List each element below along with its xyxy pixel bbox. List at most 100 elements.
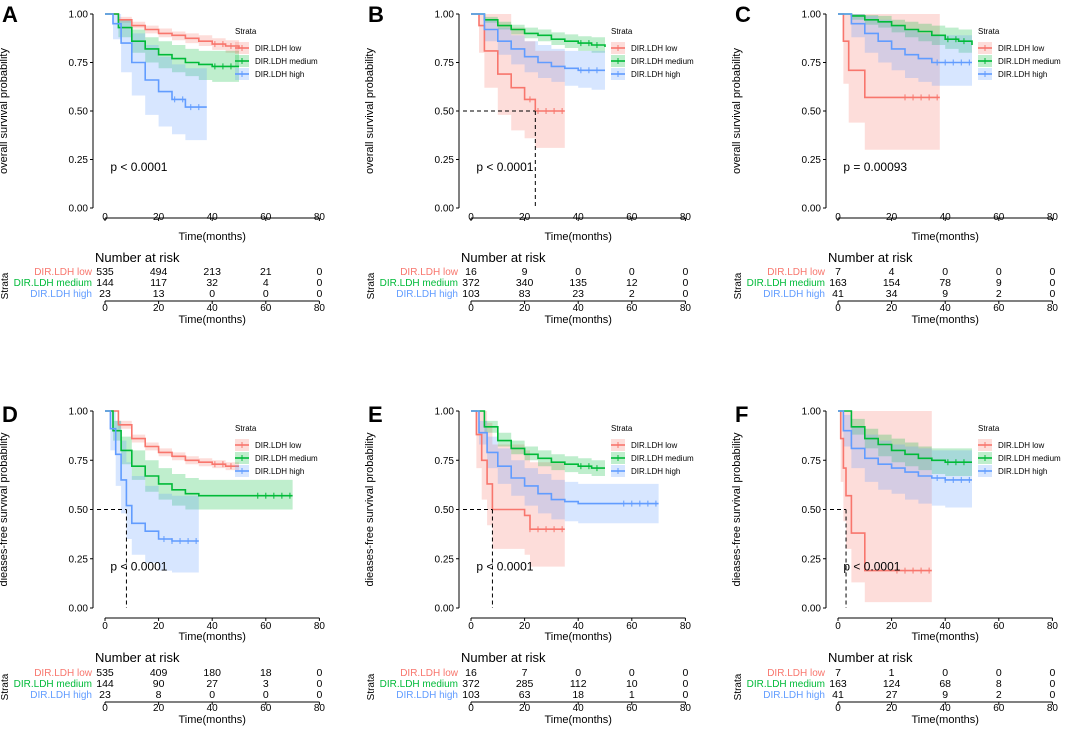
risk-count: 0 xyxy=(629,667,635,679)
legend-label: DIR.LDH low xyxy=(255,441,301,450)
risk-x-tick-label: 20 xyxy=(886,303,898,314)
ci-band-high xyxy=(471,14,605,90)
x-axis-title: Time(months) xyxy=(178,631,245,643)
risk-strata-label: DIR.LDH medium xyxy=(14,679,92,690)
risk-count: 23 xyxy=(572,288,584,300)
risk-count: 0 xyxy=(316,266,322,278)
panel-a: A 0.00 0.25 0.50 0.75 1.00 overall survival pr… xyxy=(0,2,325,326)
risk-x-tick-label: 20 xyxy=(153,703,165,714)
p-value: p = 0.00093 xyxy=(843,160,907,174)
risk-side-label: Strata xyxy=(733,673,744,700)
risk-count: 0 xyxy=(682,277,688,289)
risk-count: 12 xyxy=(626,277,638,289)
risk-count: 0 xyxy=(316,277,322,289)
legend-title: Strata xyxy=(978,27,1000,36)
survival-curve-medium xyxy=(105,410,293,497)
risk-side-label: Strata xyxy=(366,272,377,299)
risk-x-tick-label: 40 xyxy=(207,703,219,714)
risk-count: 372 xyxy=(462,678,480,690)
y-tick-label: 0.25 xyxy=(435,155,455,166)
y-tick-label: 0.00 xyxy=(802,204,822,215)
survival-curve-high xyxy=(838,410,972,481)
risk-count: 0 xyxy=(1049,667,1055,679)
legend-title: Strata xyxy=(978,424,1000,433)
x-tick-label: 20 xyxy=(519,212,531,223)
ci-band-high xyxy=(471,411,659,524)
legend-label: DIR.LDH high xyxy=(998,70,1047,79)
risk-count: 10 xyxy=(626,678,638,690)
survival-curve-high xyxy=(471,410,659,505)
survival-curve-high xyxy=(471,13,605,72)
risk-side-label: Strata xyxy=(733,272,744,299)
risk-strata-label: DIR.LDH low xyxy=(34,668,93,679)
y-tick-label: 0.75 xyxy=(802,456,822,467)
risk-x-tick-label: 80 xyxy=(680,303,692,314)
survival-curve-medium xyxy=(838,410,972,463)
legend-label: DIR.LDH low xyxy=(998,441,1044,450)
x-tick-label: 20 xyxy=(519,621,531,632)
risk-count: 0 xyxy=(682,678,688,690)
survival-curve-low xyxy=(838,13,940,99)
p-value: p < 0.0001 xyxy=(476,160,533,174)
risk-count: 0 xyxy=(996,667,1002,679)
survival-curve-low xyxy=(471,13,565,112)
risk-count: 68 xyxy=(939,678,951,690)
x-tick-label: 80 xyxy=(680,212,692,223)
survival-curve-medium xyxy=(471,410,605,469)
y-tick-label: 0.25 xyxy=(802,554,822,565)
legend-label: DIR.LDH medium xyxy=(255,57,318,66)
risk-count: 1 xyxy=(889,667,895,679)
legend-label: DIR.LDH medium xyxy=(998,57,1061,66)
risk-count: 0 xyxy=(682,288,688,300)
risk-count: 9 xyxy=(522,266,528,278)
risk-count: 32 xyxy=(206,277,218,289)
risk-count: 2 xyxy=(996,689,1002,701)
risk-strata-label: DIR.LDH low xyxy=(400,668,459,679)
risk-count: 27 xyxy=(206,678,218,690)
risk-x-tick-label: 60 xyxy=(626,303,638,314)
risk-count: 0 xyxy=(209,288,215,300)
x-axis-title: Time(months) xyxy=(544,231,611,243)
y-axis-title: overall survival probability xyxy=(731,48,743,174)
panel-letter: D xyxy=(2,402,18,427)
risk-count: 34 xyxy=(886,288,898,300)
risk-count: 7 xyxy=(835,266,841,278)
risk-x-axis-title: Time(months) xyxy=(544,714,611,726)
panel-letter: B xyxy=(368,2,384,27)
risk-side-label: Strata xyxy=(366,673,377,700)
risk-count: 163 xyxy=(829,678,847,690)
x-axis-title: Time(months) xyxy=(911,231,978,243)
y-tick-label: 0.25 xyxy=(69,155,89,166)
legend-label: DIR.LDH high xyxy=(255,467,304,476)
y-tick-label: 0.00 xyxy=(69,604,89,615)
x-tick-label: 80 xyxy=(1047,212,1059,223)
survival-curve-low xyxy=(105,13,240,49)
risk-side-label: Strata xyxy=(0,272,11,299)
risk-x-tick-label: 0 xyxy=(835,303,841,314)
x-tick-label: 0 xyxy=(102,621,108,632)
risk-count: 494 xyxy=(150,266,168,278)
risk-count: 340 xyxy=(516,277,534,289)
risk-count: 83 xyxy=(519,288,531,300)
x-axis-title: Time(months) xyxy=(911,631,978,643)
y-tick-label: 0.50 xyxy=(802,107,822,118)
risk-count: 4 xyxy=(263,277,269,289)
risk-x-tick-label: 40 xyxy=(940,703,952,714)
x-axis-title: Time(months) xyxy=(544,631,611,643)
panel-f: F 0.00 0.25 0.50 0.75 1.00 dieases-free surviv… xyxy=(731,402,1061,726)
panel-e: E 0.00 0.25 0.50 0.75 1.00 dieases-free surviv… xyxy=(364,402,694,726)
risk-count: 23 xyxy=(99,288,111,300)
x-tick-label: 0 xyxy=(835,212,841,223)
x-axis-title: Time(months) xyxy=(178,231,245,243)
panel-letter: C xyxy=(735,2,751,27)
risk-count: 135 xyxy=(569,277,587,289)
risk-strata-label: DIR.LDH medium xyxy=(380,278,458,289)
legend-label: DIR.LDH high xyxy=(631,467,680,476)
y-tick-label: 0.75 xyxy=(69,456,89,467)
risk-x-tick-label: 80 xyxy=(1047,703,1059,714)
risk-x-tick-label: 60 xyxy=(626,703,638,714)
risk-count: 8 xyxy=(156,689,162,701)
legend-label: DIR.LDH medium xyxy=(998,454,1061,463)
p-value: p < 0.0001 xyxy=(843,560,900,574)
risk-count: 535 xyxy=(96,266,114,278)
